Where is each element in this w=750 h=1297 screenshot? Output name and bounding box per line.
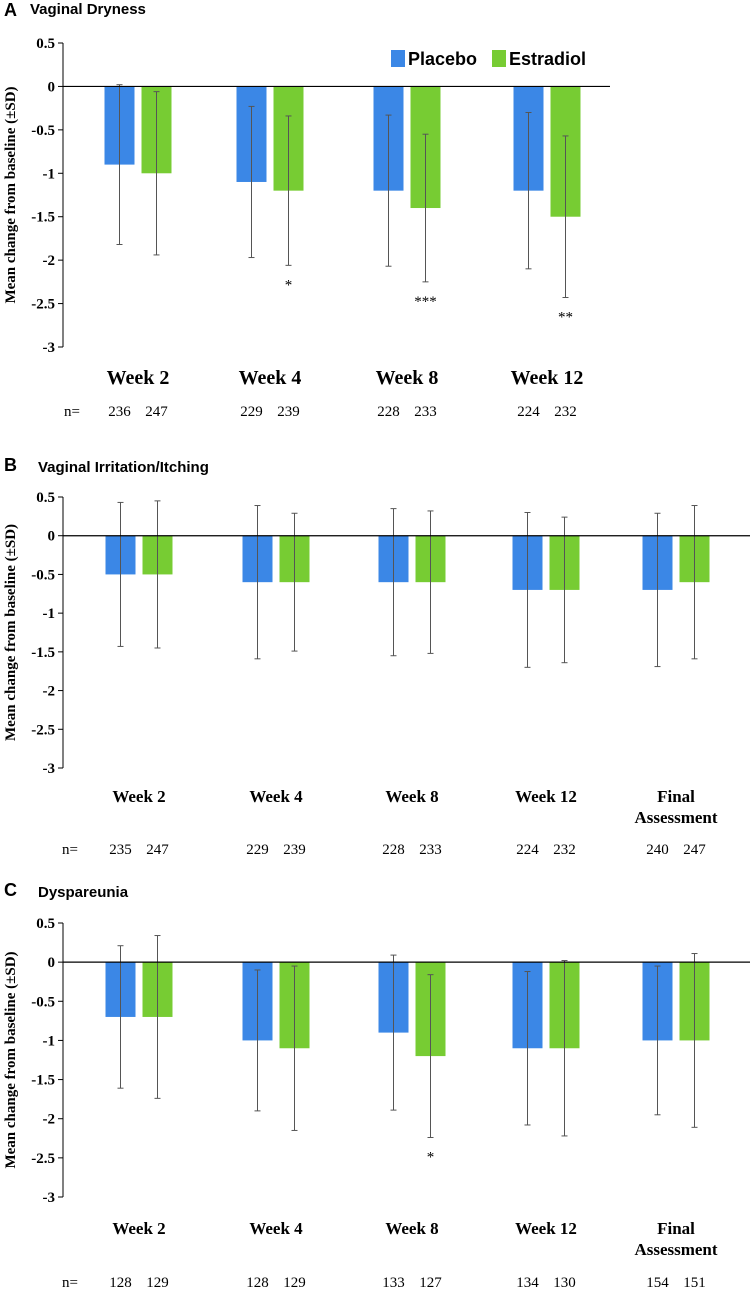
- n-label: n=: [62, 1275, 78, 1291]
- panel-letter: A: [4, 0, 17, 20]
- y-tick-label: -1: [43, 1033, 56, 1049]
- n-count-estradiol: 233: [419, 842, 442, 858]
- y-tick-label: -1: [43, 166, 56, 182]
- y-tick-label: -2: [43, 684, 56, 700]
- n-count-placebo: 235: [109, 842, 132, 858]
- y-tick-label: -0.5: [31, 567, 55, 583]
- n-count-placebo: 236: [108, 404, 131, 420]
- y-tick-label: 0.5: [36, 36, 55, 52]
- legend-label-estradiol: Estradiol: [509, 49, 586, 69]
- n-count-estradiol: 239: [283, 842, 306, 858]
- category-label: Week 12: [515, 787, 577, 806]
- n-count-estradiol: 129: [146, 1275, 169, 1291]
- legend-label-placebo: Placebo: [408, 49, 477, 69]
- category-label: Week 8: [385, 1219, 438, 1238]
- y-tick-label: -3: [43, 761, 56, 777]
- n-count-estradiol: 247: [145, 404, 168, 420]
- panel-title: Dyspareunia: [38, 884, 129, 901]
- n-count-placebo: 224: [517, 404, 540, 420]
- y-tick-label: -3: [43, 340, 56, 356]
- significance-marker: **: [558, 309, 573, 325]
- y-tick-label: -0.5: [31, 123, 55, 139]
- y-tick-label: -2: [43, 253, 56, 269]
- y-tick-label: -3: [43, 1190, 56, 1206]
- panel-b: B Vaginal Irritation/Itching Mean change f…: [3, 455, 750, 858]
- significance-marker: ***: [414, 294, 437, 310]
- category-label: Week 8: [385, 787, 438, 806]
- category-label: Final: [657, 787, 695, 806]
- n-count-placebo: 228: [382, 842, 405, 858]
- y-axis-label: Mean change from baseline (±SD): [3, 86, 19, 303]
- significance-marker: *: [285, 277, 293, 293]
- n-count-estradiol: 127: [419, 1275, 442, 1291]
- category-label: Week 8: [376, 367, 439, 389]
- category-label: Assessment: [634, 1240, 717, 1259]
- category-label: Week 4: [249, 787, 303, 806]
- category-label: Week 2: [112, 787, 165, 806]
- n-count-placebo: 154: [646, 1275, 669, 1291]
- n-count-estradiol: 151: [683, 1275, 706, 1291]
- n-count-placebo: 128: [246, 1275, 269, 1291]
- y-tick-label: 0: [48, 955, 56, 971]
- panel-letter: B: [4, 455, 17, 475]
- y-axis-label: Mean change from baseline (±SD): [3, 524, 19, 741]
- n-count-estradiol: 232: [553, 842, 576, 858]
- panel-c: C Dyspareunia Mean change from baseline (±…: [3, 880, 750, 1291]
- n-count-placebo: 133: [382, 1275, 405, 1291]
- category-label: Week 2: [112, 1219, 165, 1238]
- category-label: Week 2: [107, 367, 170, 389]
- y-tick-label: 0: [48, 529, 56, 545]
- panel-a: A Vaginal Dryness Mean change from baselin…: [3, 0, 610, 420]
- legend-swatch-estradiol: [492, 50, 506, 67]
- n-count-estradiol: 129: [283, 1275, 306, 1291]
- n-count-estradiol: 247: [146, 842, 169, 858]
- y-tick-label: -1.5: [31, 210, 55, 226]
- n-count-placebo: 229: [246, 842, 269, 858]
- category-label: Week 12: [515, 1219, 577, 1238]
- y-tick-label: 0.5: [36, 916, 55, 932]
- category-label: Week 4: [239, 367, 302, 389]
- y-tick-label: -1.5: [31, 1073, 55, 1089]
- significance-marker: *: [427, 1150, 435, 1166]
- n-count-estradiol: 233: [414, 404, 437, 420]
- n-count-placebo: 229: [240, 404, 263, 420]
- n-count-placebo: 224: [516, 842, 539, 858]
- panel-title: Vaginal Irritation/Itching: [38, 459, 209, 476]
- n-count-placebo: 240: [646, 842, 669, 858]
- y-tick-label: 0.5: [36, 490, 55, 506]
- y-tick-label: -2.5: [31, 1151, 55, 1167]
- legend: Placebo Estradiol: [391, 49, 586, 69]
- y-tick-label: -0.5: [31, 994, 55, 1010]
- y-tick-label: -1: [43, 606, 56, 622]
- n-label: n=: [62, 842, 78, 858]
- category-label: Week 4: [249, 1219, 303, 1238]
- n-count-estradiol: 130: [553, 1275, 576, 1291]
- n-count-estradiol: 239: [277, 404, 300, 420]
- y-tick-label: -2.5: [31, 722, 55, 738]
- n-count-estradiol: 247: [683, 842, 706, 858]
- n-count-placebo: 128: [109, 1275, 132, 1291]
- y-tick-label: -1.5: [31, 645, 55, 661]
- n-count-placebo: 228: [377, 404, 400, 420]
- category-label: Final: [657, 1219, 695, 1238]
- y-axis-label: Mean change from baseline (±SD): [3, 951, 19, 1168]
- panel-letter: C: [4, 880, 17, 900]
- y-tick-label: -2: [43, 1112, 56, 1128]
- y-tick-label: -2.5: [31, 297, 55, 313]
- legend-swatch-placebo: [391, 50, 405, 67]
- n-count-estradiol: 232: [554, 404, 577, 420]
- panel-title: Vaginal Dryness: [30, 1, 146, 18]
- category-label: Week 12: [511, 367, 584, 389]
- n-label: n=: [64, 404, 80, 420]
- y-tick-label: 0: [48, 79, 56, 95]
- n-count-placebo: 134: [516, 1275, 539, 1291]
- category-label: Assessment: [634, 808, 717, 827]
